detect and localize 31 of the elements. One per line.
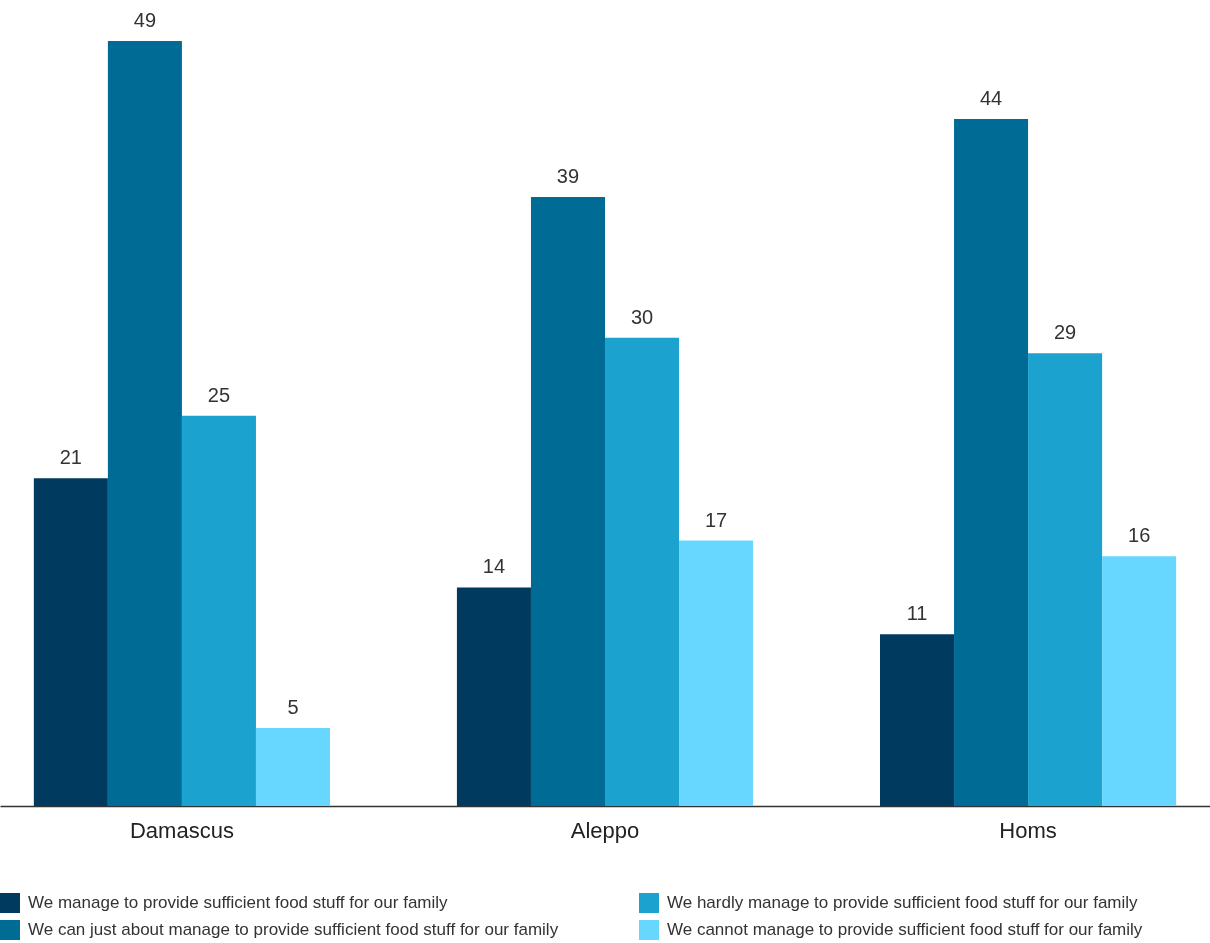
data-label: 25 <box>207 383 231 406</box>
data-label: 30 <box>630 305 654 328</box>
bar <box>530 197 605 806</box>
bar <box>107 41 182 806</box>
legend-label: We can just about manage to provide sufficient food stuff for our family <box>28 920 559 939</box>
bar <box>255 727 330 806</box>
x-tick-label: Aleppo <box>570 817 640 843</box>
data-label: 44 <box>979 87 1003 110</box>
bar <box>954 119 1029 806</box>
bar <box>181 415 256 806</box>
legend-label: We cannot manage to provide sufficient food stuff for our family <box>667 920 1143 939</box>
legend-label: We hardly manage to provide sufficient food stuff for our family <box>667 893 1139 912</box>
bar <box>880 634 955 806</box>
data-label: 39 <box>556 165 580 188</box>
data-label: 11 <box>906 602 928 625</box>
data-label: 21 <box>59 446 82 469</box>
data-label: 17 <box>704 508 728 531</box>
bar <box>605 337 680 806</box>
bar <box>1102 556 1177 806</box>
bar <box>456 587 531 806</box>
data-label: 29 <box>1053 321 1077 344</box>
data-label: 14 <box>482 555 506 578</box>
data-label: 49 <box>133 9 157 31</box>
bar <box>33 478 108 806</box>
x-tick-label: Damascus <box>129 817 234 843</box>
bar <box>1028 353 1103 806</box>
data-label: 16 <box>1128 524 1151 547</box>
bar <box>679 540 754 806</box>
x-tick-label: Homs <box>999 817 1057 843</box>
legend-label: We manage to provide sufficient food stuff for our family <box>28 893 449 912</box>
data-label: 5 <box>287 695 299 718</box>
